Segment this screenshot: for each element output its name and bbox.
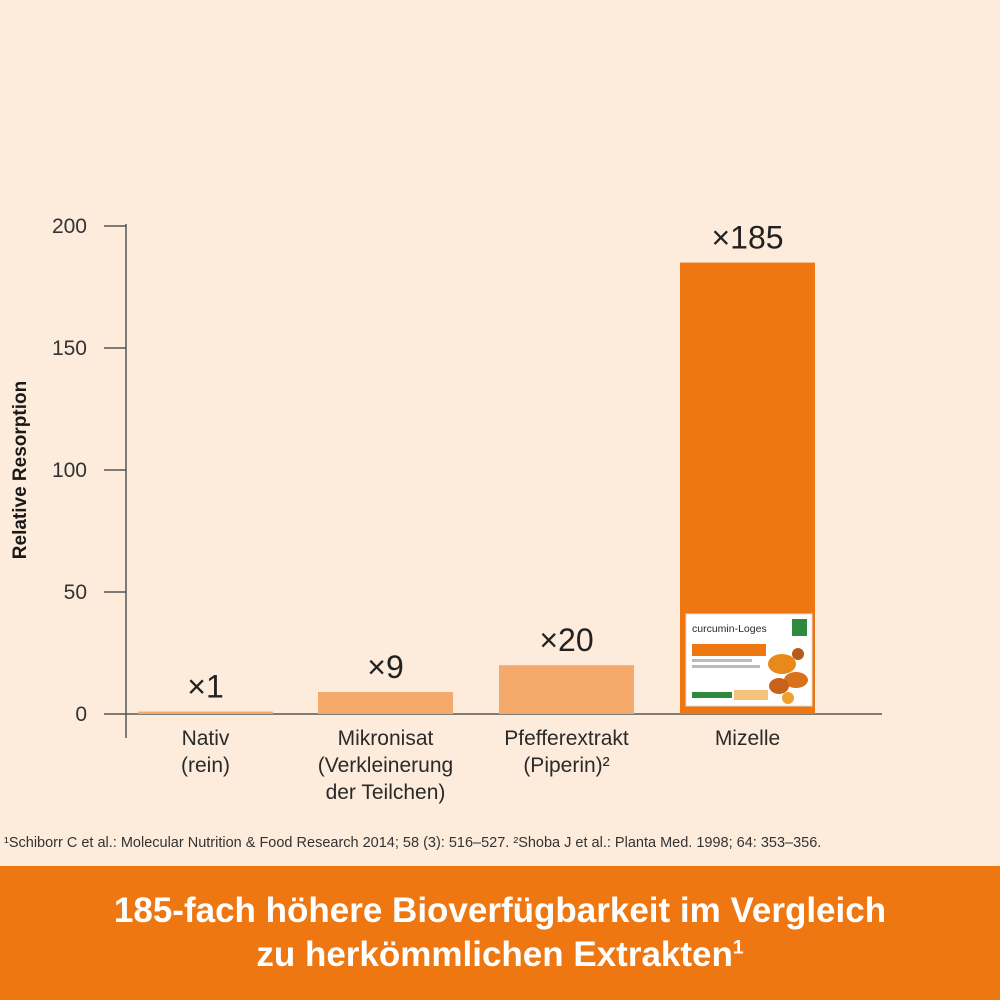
- bar-value-label: ×20: [539, 622, 593, 658]
- category-label: Nativ (rein): [181, 727, 230, 777]
- pack-text-line: [692, 665, 760, 668]
- category-label-line: (rein): [181, 754, 230, 777]
- pack-curcuma-root: [784, 672, 808, 688]
- headline-banner: 185-fach höhere Bioverfügbarkeit im Verg…: [0, 866, 1000, 1000]
- category-label-line: der Teilchen): [326, 781, 446, 804]
- pack-curcuma-root: [769, 678, 789, 694]
- pack-brand-text: curcumin-Loges: [692, 623, 767, 635]
- bar-value-label: ×1: [187, 669, 223, 705]
- pack-orange-band: [692, 644, 766, 656]
- category-label-line: Pfefferextrakt: [504, 727, 629, 750]
- pack-logo-mark: [792, 619, 807, 636]
- category-label: Mizelle: [715, 727, 780, 750]
- bar-value-label: ×185: [711, 220, 783, 256]
- pack-sticker: [734, 690, 768, 700]
- y-tick-label: 200: [52, 215, 87, 238]
- category-label-line: (Piperin)²: [523, 754, 609, 777]
- pack-curcuma-slice: [792, 648, 804, 660]
- footnote: ¹Schiborr C et al.: Molecular Nutrition …: [4, 835, 822, 851]
- y-tick-label: 100: [52, 459, 87, 482]
- y-tick-label: 150: [52, 337, 87, 360]
- category-label-line: Mikronisat: [338, 727, 434, 750]
- category-label-line: Mizelle: [715, 727, 780, 750]
- product-pack-image: curcumin-Loges: [685, 613, 813, 707]
- pack-text-line: [692, 659, 752, 662]
- y-tick-label: 50: [64, 581, 87, 604]
- pack-green-strip: [692, 692, 732, 698]
- category-label: Pfefferextrakt (Piperin)²: [504, 727, 629, 777]
- headline-line-2: zu herkömmlichen Extrakten1: [256, 933, 743, 977]
- bar: [138, 711, 273, 714]
- category-label: Mikronisat (Verkleinerung der Teilchen): [318, 727, 453, 804]
- bar: [318, 692, 453, 714]
- headline-footnote-mark: 1: [732, 937, 744, 959]
- headline-line-1: 185-fach höhere Bioverfügbarkeit im Verg…: [113, 891, 887, 930]
- headline-line-2-text: zu herkömmlichen Extrakten: [256, 935, 733, 974]
- category-label-line: (Verkleinerung: [318, 754, 453, 777]
- category-label-line: Nativ: [182, 727, 230, 750]
- bar-value-label: ×9: [367, 649, 403, 685]
- pack-curcuma-slice: [782, 692, 794, 704]
- bar: [499, 665, 634, 714]
- y-axis-title: Relative Resorption: [10, 381, 31, 559]
- chart-labels: ×1 ×9 ×20 ×185 Nativ (rein) Mikronisat (Verklei…: [181, 220, 784, 804]
- y-tick-label: 0: [75, 703, 87, 726]
- pack-curcuma-root: [768, 654, 796, 674]
